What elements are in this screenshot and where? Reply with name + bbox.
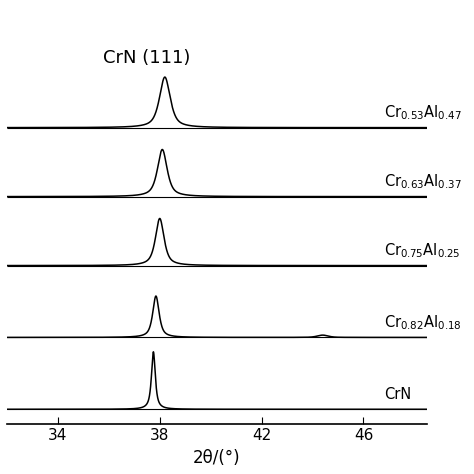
Text: $\mathrm{Cr}_{\mathrm{0.53}}\mathrm{Al}_{\mathrm{0.47}}$: $\mathrm{Cr}_{\mathrm{0.53}}\mathrm{Al}_…	[384, 103, 462, 122]
Text: $\mathrm{Cr}_{\mathrm{0.75}}\mathrm{Al}_{\mathrm{0.25}}$: $\mathrm{Cr}_{\mathrm{0.75}}\mathrm{Al}_…	[384, 241, 460, 260]
Text: $\mathrm{Cr}_{\mathrm{0.82}}\mathrm{Al}_{\mathrm{0.18}}$: $\mathrm{Cr}_{\mathrm{0.82}}\mathrm{Al}_…	[384, 313, 462, 332]
Text: CrN (111): CrN (111)	[103, 49, 191, 67]
Text: CrN: CrN	[384, 387, 411, 402]
X-axis label: 2θ/(°): 2θ/(°)	[193, 449, 241, 467]
Text: $\mathrm{Cr}_{\mathrm{0.63}}\mathrm{Al}_{\mathrm{0.37}}$: $\mathrm{Cr}_{\mathrm{0.63}}\mathrm{Al}_…	[384, 172, 462, 191]
